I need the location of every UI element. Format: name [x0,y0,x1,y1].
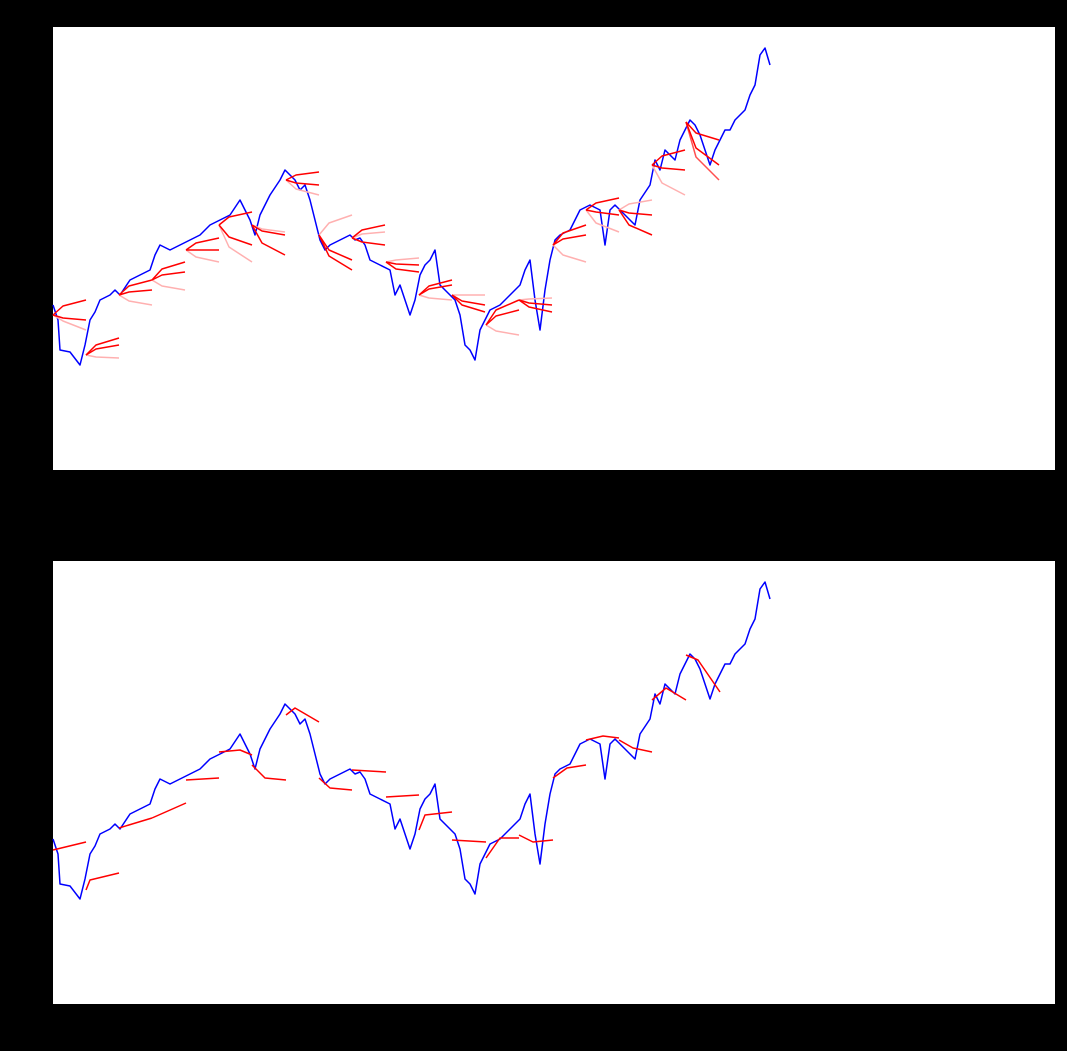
line-series [651,164,686,171]
line-series [151,279,186,291]
line-series [485,299,520,326]
line-series [351,231,386,239]
line-series [385,261,420,273]
line-series [318,234,353,261]
line-series [85,354,120,359]
line-series [52,314,87,331]
line-series [118,279,153,296]
line-series [485,324,520,336]
line-series [385,261,420,266]
line-series [418,279,453,296]
line-series [285,707,320,723]
line-series [52,299,87,316]
line-series [218,211,253,226]
line-series [285,179,320,186]
line-series [418,284,453,296]
line-series [118,817,153,829]
line-series [418,811,453,831]
line-series [351,237,386,246]
line-series [251,224,286,256]
line-series [52,841,87,851]
line-series [52,314,87,321]
line-series [151,271,186,281]
line-series [552,244,587,263]
line-series [485,837,519,859]
line-series [585,735,620,741]
line-series [418,294,453,301]
line-series [618,209,653,216]
line-series [518,834,554,843]
line-series [251,224,286,236]
line-series [185,249,220,263]
line-series [118,289,153,296]
line-series [685,654,721,693]
line-series [318,234,353,271]
line-series [485,309,520,326]
line-series [618,199,653,211]
line-series [85,344,120,356]
line-series [351,224,386,239]
line-series [85,337,120,356]
line-series [118,294,153,306]
line-series [218,749,253,756]
line-series [685,121,720,181]
line-series [318,777,353,791]
line-series [685,121,720,166]
line-series [585,209,620,216]
line-series [685,121,720,141]
line-series [218,224,253,246]
line-series [451,294,486,306]
line-series [552,224,587,246]
plot-area [53,27,1055,470]
line-series [451,294,486,313]
axes [52,27,1055,470]
plot-area [53,561,1055,1004]
line-series [52,47,771,366]
axes [52,561,1055,1004]
line-series [585,209,620,233]
line-series [151,261,186,281]
line-series [651,164,686,196]
line-series [552,234,587,246]
line-series [518,297,553,301]
line-series [385,794,420,798]
line-series [218,224,253,263]
line-series [552,764,587,779]
line-series [285,179,320,196]
line-series [385,257,420,263]
line-series [518,299,553,313]
line-series [85,872,120,891]
line-series [285,171,320,181]
line-series [151,802,187,819]
line-series [518,299,553,306]
line-series [618,739,653,753]
line-series [651,687,687,701]
line-series [651,149,686,166]
line-series [185,237,220,251]
line-series [251,764,287,781]
line-series [451,839,487,843]
line-series [185,777,220,781]
line-series [585,197,620,211]
line-series [618,209,653,236]
line-series [351,769,387,773]
line-series [318,214,353,236]
